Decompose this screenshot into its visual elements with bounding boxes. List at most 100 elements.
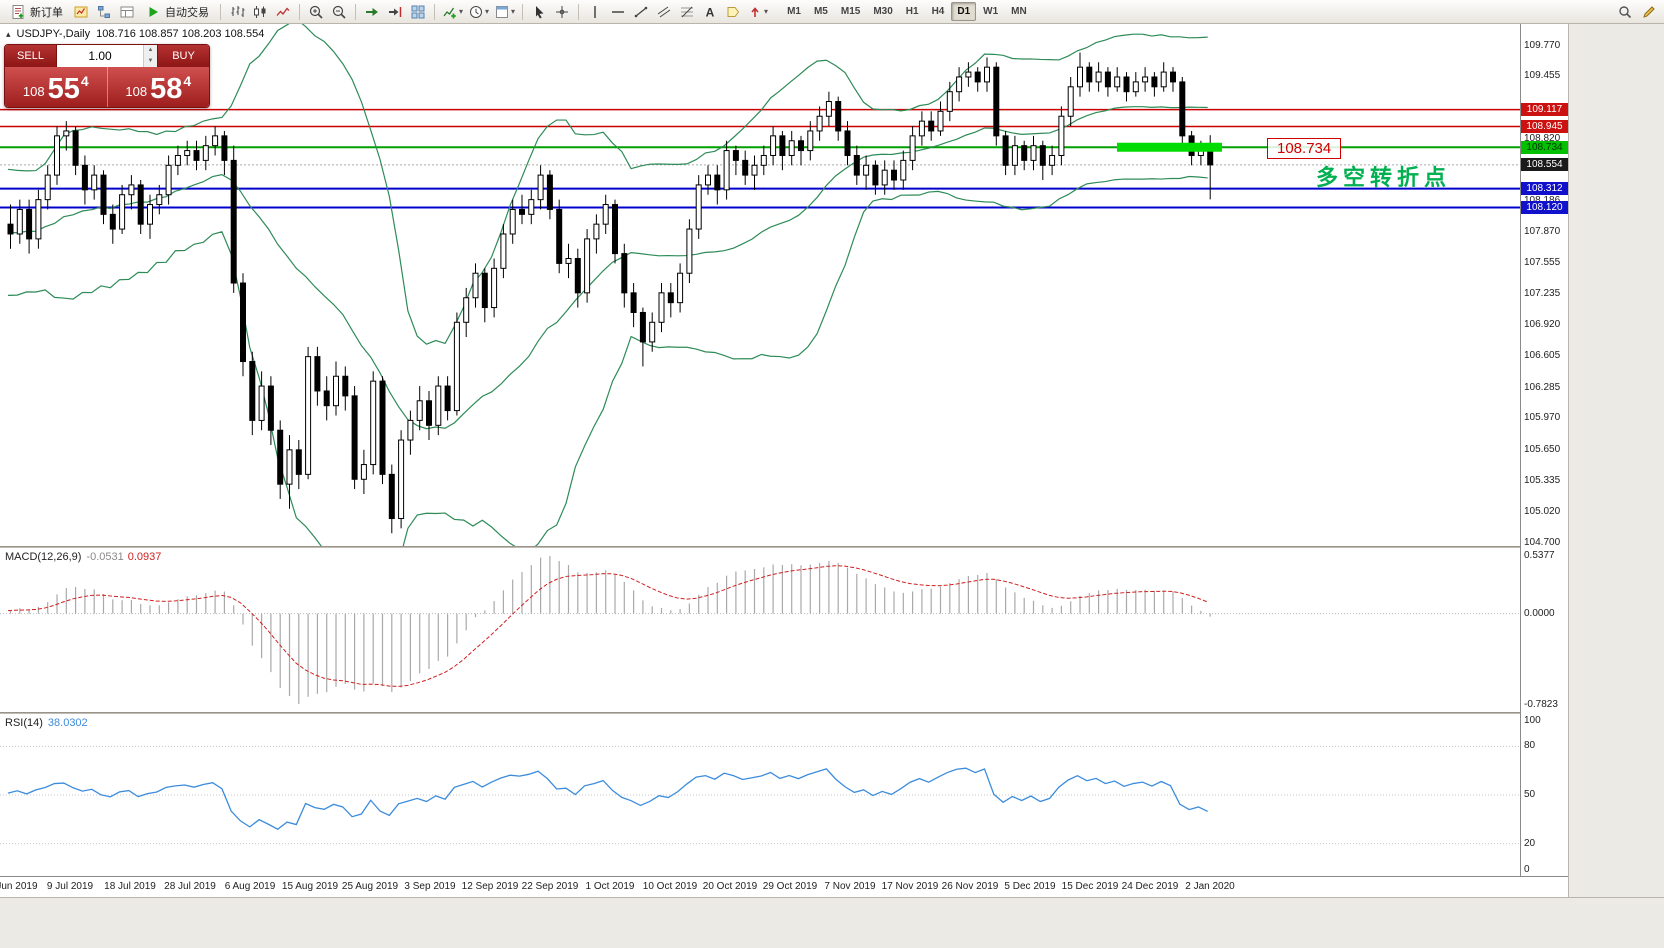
bid-point: 4 <box>80 73 89 89</box>
terminal-icon <box>119 4 135 20</box>
pencil-icon <box>1641 4 1657 20</box>
fibonacci-button[interactable] <box>676 2 698 22</box>
arrows-button[interactable]: ▾ <box>745 2 770 22</box>
label-button[interactable] <box>722 2 744 22</box>
date-label: 26 Nov 2019 <box>941 881 999 892</box>
toolbar-separator <box>434 3 435 20</box>
edit-button[interactable] <box>1638 2 1660 22</box>
sell-button[interactable]: SELL <box>5 45 57 67</box>
timeframe-button-H1[interactable]: H1 <box>900 2 925 21</box>
panel-splitter[interactable] <box>0 712 1568 714</box>
macd-signal-line <box>7 565 1208 687</box>
timeframe-button-D1[interactable]: D1 <box>951 2 977 21</box>
new-order-label: 新订单 <box>30 6 63 19</box>
trendline-button[interactable] <box>630 2 652 22</box>
support-highlight-bar <box>1117 142 1222 152</box>
price-axis[interactable]: 109.770 109.455 108.820 108.186 107.870 107.5… <box>1520 24 1569 897</box>
ask-pips: 58 <box>150 73 183 105</box>
price-axis-label: -0.7823 <box>1524 699 1558 710</box>
toolbar-separator <box>299 3 300 20</box>
line-chart-button[interactable] <box>272 2 294 22</box>
date-label: 24 Dec 2019 <box>1121 881 1179 892</box>
volume-input[interactable] <box>57 45 143 67</box>
macd-histogram <box>9 556 1211 704</box>
autotrading-button[interactable]: 自动交易 <box>139 2 215 22</box>
price-axis-label: 0 <box>1524 864 1530 875</box>
one-click-trading-panel: SELL ▲ ▼ BUY 108 55 4 108 58 4 <box>4 44 210 108</box>
timeframe-button-M1[interactable]: M1 <box>781 2 807 21</box>
bid-price[interactable]: 108 55 4 <box>5 67 108 107</box>
timeframe-button-M30[interactable]: M30 <box>867 2 898 21</box>
price-axis-label: 100 <box>1524 715 1541 726</box>
turning-point-annotation[interactable]: 多空转折点 <box>1316 165 1452 190</box>
new-order-button[interactable]: 新订单 <box>4 2 69 22</box>
indicators-button[interactable]: ▾ <box>440 2 465 22</box>
main-chart-canvas[interactable] <box>0 24 1520 546</box>
candlestick-chart-button[interactable] <box>249 2 271 22</box>
ask-price[interactable]: 108 58 4 <box>108 67 210 107</box>
rsi-name: RSI(14) <box>5 717 43 729</box>
timeframe-button-H4[interactable]: H4 <box>926 2 951 21</box>
search-button[interactable] <box>1614 2 1636 22</box>
price-axis-label: 20 <box>1524 837 1536 849</box>
bar-chart-button[interactable] <box>226 2 248 22</box>
bid-pips: 55 <box>47 73 80 105</box>
timeframe-button-MN[interactable]: MN <box>1005 2 1033 21</box>
navigator-button[interactable] <box>93 2 115 22</box>
panel-splitter[interactable] <box>0 546 1568 548</box>
bar-chart-icon <box>229 4 245 20</box>
chart-title-overlay: ▴ USDJPY-,Daily 108.716 108.857 108.203 … <box>6 28 264 40</box>
date-label: 3 Sep 2019 <box>404 881 456 892</box>
date-label: 2 Jan 2020 <box>1185 881 1235 892</box>
price-line-tag: 109.117 <box>1521 103 1568 117</box>
market-watch-button[interactable] <box>70 2 92 22</box>
time-axis[interactable]: 30 Jun 2019 9 Jul 2019 18 Jul 2019 28 Jul 2… <box>0 876 1568 897</box>
chevron-down-icon[interactable]: ▾ <box>459 7 464 16</box>
stepper-up-icon[interactable]: ▲ <box>144 45 157 56</box>
crosshair-icon <box>554 4 570 20</box>
vertical-line-button[interactable] <box>584 2 606 22</box>
zoom-in-button[interactable] <box>305 2 327 22</box>
timeframe-button-W1[interactable]: W1 <box>977 2 1004 21</box>
zoom-out-button[interactable] <box>328 2 350 22</box>
one-click-toggle-icon[interactable]: ▴ <box>6 28 11 39</box>
price-axis-label: 80 <box>1524 740 1536 752</box>
macd-name: MACD(12,26,9) <box>5 551 82 563</box>
price-line-tag: 108.312 <box>1521 182 1568 196</box>
horizontal-line-button[interactable] <box>607 2 629 22</box>
tile-windows-button[interactable] <box>407 2 429 22</box>
date-label: 7 Nov 2019 <box>824 881 876 892</box>
templates-button[interactable]: ▾ <box>492 2 517 22</box>
auto-scroll-button[interactable] <box>361 2 383 22</box>
buy-button[interactable]: BUY <box>157 45 209 67</box>
cursor-icon <box>531 4 547 20</box>
chart-shift-button[interactable] <box>384 2 406 22</box>
price-level-label[interactable]: 108.734 <box>1267 138 1342 159</box>
rsi-indicator-label: RSI(14) 38.0302 <box>5 717 88 729</box>
bid-prefix: 108 <box>22 84 45 99</box>
price-line-tag: 108.945 <box>1521 120 1568 134</box>
periods-button[interactable]: ▾ <box>466 2 491 22</box>
macd-panel-canvas[interactable] <box>0 548 1520 712</box>
date-label: 6 Aug 2019 <box>224 881 276 892</box>
text-button[interactable]: A <box>699 2 721 22</box>
terminal-button[interactable] <box>116 2 138 22</box>
volume-stepper: ▲ ▼ <box>143 45 157 67</box>
timeframe-button-M5[interactable]: M5 <box>808 2 834 21</box>
stepper-down-icon[interactable]: ▼ <box>144 56 157 67</box>
price-axis-label: 0.5377 <box>1524 550 1555 561</box>
timeframe-button-M15[interactable]: M15 <box>835 2 866 21</box>
toolbar-separator <box>578 3 580 20</box>
price-axis-label: 108.820 <box>1524 132 1561 144</box>
price-line-tag: 108.120 <box>1521 200 1568 214</box>
rsi-panel-canvas[interactable] <box>0 714 1520 876</box>
channel-button[interactable] <box>653 2 675 22</box>
cursor-button[interactable] <box>528 2 550 22</box>
date-label: 22 Sep 2019 <box>521 881 579 892</box>
crosshair-button[interactable] <box>551 2 573 22</box>
chevron-down-icon[interactable]: ▾ <box>511 7 516 16</box>
text-icon: A <box>702 4 718 20</box>
chevron-down-icon[interactable]: ▾ <box>764 7 769 16</box>
chevron-down-icon[interactable]: ▾ <box>485 7 490 16</box>
